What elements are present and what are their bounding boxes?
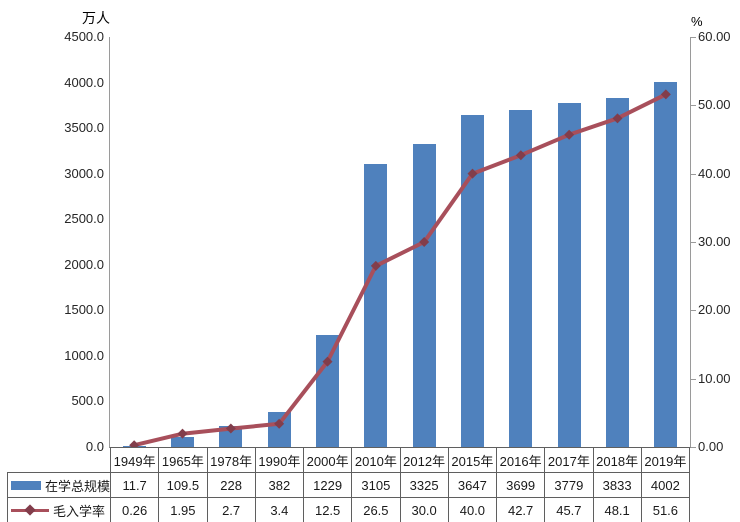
value-cell-在学总规模-1949年: 11.7	[109, 472, 160, 498]
value-cell-在学总规模-2018年: 3833	[592, 472, 642, 498]
bar-1965年	[171, 437, 194, 447]
line-marker-2019年	[660, 89, 671, 100]
trend-line-layer	[129, 89, 671, 447]
table-row: 毛入学率 0.26 1.95 2.7 3.4 12.5 26.5 30.0 40.0 42.7 4…	[7, 497, 691, 522]
x-category-label: 1965年	[158, 447, 208, 473]
left-axis-tick-label: 4500.0	[64, 29, 104, 44]
left-axis-tick-label: 2500.0	[64, 211, 104, 227]
x-category-label: 2016年	[495, 447, 546, 473]
bar-2010年	[364, 164, 388, 447]
right-axis-title: %	[691, 14, 703, 29]
value-cell-毛入学率-1949年: 0.26	[109, 497, 160, 522]
value-cell-在学总规模-2012年: 3325	[399, 472, 449, 498]
value-cell-毛入学率-1990年: 3.4	[254, 497, 305, 522]
right-axis-tick-label: 50.00	[698, 97, 731, 113]
line-marker-2012年	[419, 237, 430, 247]
right-axis-tick-label: 40.00	[698, 165, 731, 181]
x-category-label: 1949年	[109, 447, 160, 473]
right-axis-tick-label: 20.00	[698, 302, 731, 318]
value-cell-在学总规模-2019年: 4002	[640, 472, 691, 498]
value-cell-在学总规模-2017年: 3779	[544, 472, 594, 498]
left-axis-tick-label: 1000.0	[64, 347, 104, 363]
data-table: 1949年 1965年 1978年 1990年 2000年 2010年 2012年 2015年…	[7, 447, 691, 522]
bar-2015年	[461, 114, 484, 447]
left-axis-tick-label: 4000.0	[64, 74, 104, 90]
right-axis-tick-mark	[691, 242, 696, 243]
x-category-label: 2000年	[302, 447, 353, 473]
legend-bar-swatch-icon	[11, 480, 41, 490]
line-marker-2000年	[322, 356, 333, 367]
x-category-label: 1990年	[254, 447, 305, 473]
table-row: 在学总规模 11.7 109.5 228 382 1229 3105 3325 3647 369…	[7, 472, 691, 498]
value-cell-毛入学率-1965年: 1.95	[158, 497, 208, 522]
line-marker-2015年	[467, 168, 478, 179]
legend-cell-rate: 毛入学率	[7, 497, 111, 522]
line-marker-2016年	[515, 150, 526, 161]
x-category-label: 2017年	[544, 447, 594, 473]
table-row: 1949年 1965年 1978年 1990年 2000年 2010年 2012年 2015年…	[8, 447, 691, 473]
right-axis-tick-mark	[691, 310, 696, 312]
value-cell-在学总规模-2000年: 1229	[302, 472, 353, 498]
right-axis-tick-mark	[691, 37, 696, 38]
left-axis-title: 万人	[82, 10, 110, 26]
value-cell-毛入学率-2000年: 12.5	[302, 497, 353, 522]
value-cell-毛入学率-2019年: 51.6	[640, 497, 691, 522]
line-marker-1978年	[225, 423, 236, 434]
bar-2000年	[316, 335, 339, 447]
right-axis-tick-mark	[691, 105, 696, 107]
bar-2016年	[509, 109, 533, 447]
left-axis-tick-label: 3500.0	[64, 120, 104, 136]
series-label-enrollment: 在学总规模	[44, 478, 110, 494]
left-axis-tick-label: 500.0	[71, 393, 104, 409]
value-cell-在学总规模-2010年: 3105	[351, 472, 401, 498]
value-cell-毛入学率-2015年: 40.0	[447, 497, 498, 522]
bar-1990年	[267, 412, 291, 447]
line-marker-2018年	[612, 113, 623, 124]
x-category-label: 2012年	[399, 447, 449, 473]
line-marker-2017年	[564, 129, 575, 140]
left-axis-tick-label: 3000.0	[64, 165, 104, 181]
bar-2018年	[606, 97, 629, 447]
line-marker-1949年	[129, 440, 140, 447]
right-axis-tick-label: 30.00	[698, 234, 731, 249]
left-axis-tick-label: 1500.0	[64, 302, 104, 318]
value-cell-毛入学率-1978年: 2.7	[206, 497, 256, 522]
right-axis-tick-mark	[691, 378, 696, 380]
x-category-label: 1978年	[206, 447, 256, 473]
right-axis-tick-label: 0.00	[698, 439, 724, 454]
right-axis-tick-label: 10.00	[698, 370, 731, 386]
x-category-label: 2018年	[592, 447, 642, 473]
right-axis-tick-mark	[691, 173, 696, 175]
left-axis-tick-label: 0.0	[85, 439, 104, 454]
line-marker-2010年	[370, 260, 381, 271]
legend-cell-enrollment: 在学总规模	[7, 472, 111, 498]
value-cell-在学总规模-1965年: 109.5	[158, 472, 208, 498]
x-category-label: 2015年	[447, 447, 498, 473]
bar-1978年	[219, 426, 243, 447]
rate-trend-line	[133, 92, 667, 447]
value-cell-在学总规模-1978年: 228	[206, 472, 256, 498]
value-cell-毛入学率-2017年: 45.7	[544, 497, 594, 522]
legend-line-swatch-icon	[11, 503, 49, 516]
x-category-label: 2010年	[351, 447, 401, 473]
table-corner-cell	[8, 448, 111, 473]
line-marker-1990年	[274, 418, 285, 429]
value-cell-毛入学率-2012年: 30.0	[399, 497, 449, 522]
bar-2019年	[654, 82, 678, 447]
bar-2017年	[557, 102, 581, 447]
right-axis-tick-mark	[691, 447, 696, 448]
value-cell-毛入学率-2016年: 42.7	[495, 497, 546, 522]
value-cell-毛入学率-2018年: 48.1	[592, 497, 642, 522]
right-axis-tick-label: 60.00	[698, 29, 731, 44]
value-cell-毛入学率-2010年: 26.5	[351, 497, 401, 522]
value-cell-在学总规模-1990年: 382	[254, 472, 305, 498]
line-marker-1965年	[177, 428, 188, 439]
bar-2012年	[412, 144, 436, 447]
left-axis-tick-label: 2000.0	[64, 256, 104, 272]
value-cell-在学总规模-2015年: 3647	[447, 472, 498, 498]
value-cell-在学总规模-2016年: 3699	[495, 472, 546, 498]
series-label-rate: 毛入学率	[53, 503, 106, 519]
x-category-label: 2019年	[640, 447, 691, 473]
